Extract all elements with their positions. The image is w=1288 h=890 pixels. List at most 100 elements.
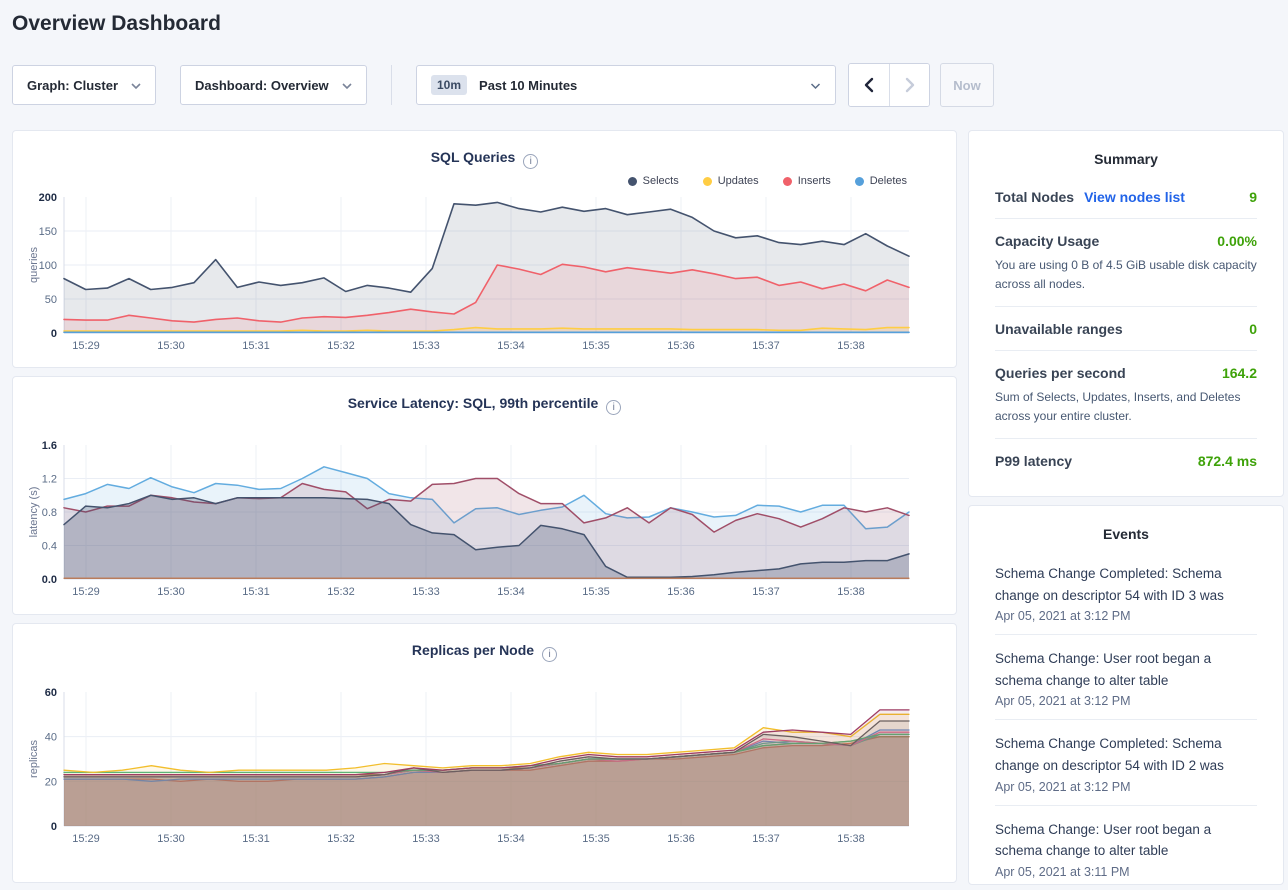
svg-text:15:31: 15:31 bbox=[242, 833, 270, 845]
p99-latency-label: P99 latency bbox=[995, 453, 1073, 470]
svg-text:15:30: 15:30 bbox=[157, 833, 185, 845]
summary-row-qps: Queries per second 164.2 Sum of Selects,… bbox=[995, 351, 1257, 440]
graph-dropdown[interactable]: Graph: Cluster bbox=[12, 65, 156, 105]
legend-label: Updates bbox=[717, 175, 759, 187]
svg-text:latency (s): latency (s) bbox=[28, 487, 40, 538]
qps-value: 164.2 bbox=[1221, 365, 1257, 382]
info-icon[interactable] bbox=[606, 400, 622, 415]
svg-text:0.8: 0.8 bbox=[42, 507, 57, 519]
svg-text:15:38: 15:38 bbox=[837, 586, 865, 598]
svg-text:15:33: 15:33 bbox=[412, 340, 440, 352]
legend-dot-icon bbox=[854, 176, 864, 186]
event-timestamp: Apr 05, 2021 at 3:11 PM bbox=[995, 864, 1130, 879]
summary-row-capacity: Capacity Usage 0.00% You are using 0 B o… bbox=[995, 219, 1257, 308]
svg-text:0: 0 bbox=[51, 821, 57, 833]
legend-dot-icon bbox=[627, 176, 637, 186]
time-step-buttons bbox=[848, 63, 930, 107]
svg-text:15:35: 15:35 bbox=[582, 833, 610, 845]
svg-text:15:37: 15:37 bbox=[752, 340, 780, 352]
replicas-per-node-chart-panel: Replicas per Node 0 20 40 60 15:29 15:30 15:31… bbox=[12, 623, 957, 883]
legend-label: Inserts bbox=[797, 175, 831, 187]
svg-text:15:32: 15:32 bbox=[327, 340, 355, 352]
chevron-down-icon bbox=[131, 78, 141, 93]
event-timestamp: Apr 05, 2021 at 3:12 PM bbox=[995, 609, 1131, 624]
total-nodes-label: Total Nodes bbox=[995, 189, 1075, 205]
unavailable-ranges-label: Unavailable ranges bbox=[995, 321, 1123, 338]
svg-text:15:31: 15:31 bbox=[242, 340, 270, 352]
event-item: Schema Change Completed: Schema change o… bbox=[995, 550, 1257, 634]
service-latency-chart-panel: Service Latency: SQL, 99th percentile 0.… bbox=[12, 376, 957, 615]
event-message[interactable]: Schema Change Completed: Schema change o… bbox=[995, 736, 1224, 773]
prev-time-button[interactable] bbox=[849, 64, 889, 106]
chart-legend: Selects Updates Inserts Deletes bbox=[627, 175, 907, 187]
event-timestamp: Apr 05, 2021 at 3:12 PM bbox=[995, 779, 1131, 794]
event-message[interactable]: Schema Change: User root began a schema … bbox=[995, 821, 1212, 859]
next-time-button[interactable] bbox=[889, 64, 929, 106]
event-message[interactable]: Schema Change Completed: Schema change o… bbox=[995, 566, 1224, 603]
legend-item[interactable]: Selects bbox=[627, 175, 679, 187]
qps-label: Queries per second bbox=[995, 365, 1126, 382]
event-item: Schema Change: User root began a schema … bbox=[995, 634, 1257, 719]
info-icon[interactable] bbox=[523, 154, 539, 169]
svg-text:15:30: 15:30 bbox=[157, 340, 185, 352]
time-range-label: Past 10 Minutes bbox=[479, 77, 578, 93]
svg-text:50: 50 bbox=[45, 294, 57, 306]
chevron-down-icon bbox=[810, 78, 821, 93]
svg-text:15:34: 15:34 bbox=[497, 833, 525, 845]
svg-text:200: 200 bbox=[39, 192, 57, 204]
total-nodes-value: 9 bbox=[1249, 189, 1257, 205]
chevron-down-icon bbox=[342, 78, 352, 93]
svg-text:0: 0 bbox=[51, 328, 57, 340]
svg-text:0.4: 0.4 bbox=[42, 541, 57, 553]
qps-description: Sum of Selects, Updates, Inserts, and De… bbox=[995, 390, 1241, 423]
summary-row-total-nodes: Total Nodes View nodes list 9 bbox=[995, 175, 1257, 219]
chart-title: Service Latency: SQL, 99th percentile bbox=[13, 395, 956, 415]
svg-text:0.0: 0.0 bbox=[42, 574, 57, 586]
dashboard-dropdown[interactable]: Dashboard: Overview bbox=[180, 65, 367, 105]
view-nodes-list-link[interactable]: View nodes list bbox=[1084, 189, 1185, 205]
summary-row-p99: P99 latency 872.4 ms bbox=[995, 439, 1257, 482]
time-range-picker[interactable]: 10m Past 10 Minutes bbox=[416, 65, 836, 105]
service-latency-chart[interactable]: 0.0 0.4 0.8 1.2 1.6 15:29 15:30 15:31 15:32 15:33… bbox=[13, 435, 958, 606]
page-title: Overview Dashboard bbox=[12, 12, 221, 35]
sql-queries-chart-panel: SQL Queries Selects Updates Inserts Deletes… bbox=[12, 130, 957, 368]
chart-title: Replicas per Node bbox=[13, 642, 956, 662]
event-item: Schema Change Completed: Schema change o… bbox=[995, 719, 1257, 804]
now-button[interactable]: Now bbox=[940, 63, 994, 107]
svg-text:15:32: 15:32 bbox=[327, 586, 355, 598]
svg-text:40: 40 bbox=[45, 732, 57, 744]
svg-text:15:37: 15:37 bbox=[752, 833, 780, 845]
svg-text:15:33: 15:33 bbox=[412, 833, 440, 845]
svg-text:15:37: 15:37 bbox=[752, 586, 780, 598]
capacity-description: You are using 0 B of 4.5 GiB usable disk… bbox=[995, 258, 1257, 291]
svg-text:15:32: 15:32 bbox=[327, 833, 355, 845]
svg-text:150: 150 bbox=[39, 226, 57, 238]
event-message[interactable]: Schema Change: User root began a schema … bbox=[995, 651, 1212, 688]
sql-queries-chart[interactable]: 0 50 100 150 200 15:29 15:30 15:31 15:32 15:33 15:… bbox=[13, 187, 958, 360]
time-range-chip: 10m bbox=[431, 75, 468, 95]
svg-text:15:30: 15:30 bbox=[157, 586, 185, 598]
svg-text:replicas: replicas bbox=[28, 740, 40, 778]
svg-text:15:29: 15:29 bbox=[72, 833, 100, 845]
svg-text:15:29: 15:29 bbox=[72, 340, 100, 352]
svg-text:60: 60 bbox=[45, 687, 57, 699]
legend-dot-icon bbox=[702, 176, 712, 186]
chevron-left-icon bbox=[864, 77, 874, 93]
svg-text:queries: queries bbox=[28, 246, 40, 283]
svg-text:15:35: 15:35 bbox=[582, 340, 610, 352]
svg-text:15:34: 15:34 bbox=[497, 340, 525, 352]
svg-text:1.2: 1.2 bbox=[42, 474, 57, 486]
event-timestamp: Apr 05, 2021 at 3:12 PM bbox=[995, 694, 1131, 709]
info-icon[interactable] bbox=[542, 647, 558, 662]
chevron-right-icon bbox=[905, 77, 914, 93]
legend-item[interactable]: Updates bbox=[702, 175, 759, 187]
replicas-per-node-chart[interactable]: 0 20 40 60 15:29 15:30 15:31 15:32 15:33 15:34 15:… bbox=[13, 682, 958, 853]
svg-text:15:36: 15:36 bbox=[667, 340, 695, 352]
svg-text:15:38: 15:38 bbox=[837, 340, 865, 352]
svg-text:15:31: 15:31 bbox=[242, 586, 270, 598]
svg-text:100: 100 bbox=[39, 260, 57, 272]
svg-text:20: 20 bbox=[45, 776, 57, 788]
legend-item[interactable]: Inserts bbox=[782, 175, 831, 187]
legend-item[interactable]: Deletes bbox=[854, 175, 907, 187]
legend-dot-icon bbox=[782, 176, 792, 186]
